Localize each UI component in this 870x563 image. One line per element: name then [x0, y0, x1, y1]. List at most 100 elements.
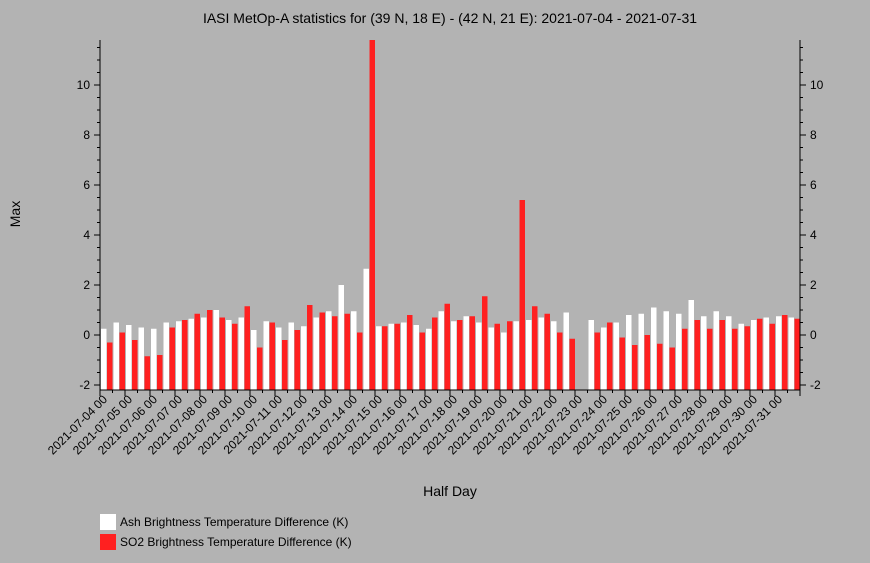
- ash-bar: [451, 321, 457, 390]
- so2-bar: [157, 355, 163, 390]
- ash-bar: [426, 328, 432, 390]
- ash-bar: [101, 328, 107, 390]
- so2-bar: [419, 332, 425, 390]
- ash-bar: [413, 325, 419, 390]
- ash-bar: [376, 326, 382, 390]
- so2-bar: [632, 345, 638, 390]
- so2-bar: [607, 322, 613, 390]
- ash-bar: [613, 322, 619, 390]
- so2-bar: [244, 306, 250, 390]
- so2-bar: [694, 320, 700, 390]
- so2-bar: [494, 323, 500, 390]
- ash-bar: [201, 317, 207, 390]
- so2-bar: [357, 332, 363, 390]
- so2-bar: [719, 320, 725, 390]
- so2-bar: [507, 321, 513, 390]
- ash-bar: [263, 321, 269, 390]
- so2-bar: [469, 316, 475, 390]
- so2-bar: [644, 335, 650, 390]
- so2-bar: [307, 305, 313, 390]
- so2-bar: [382, 326, 388, 390]
- y-tick-label-right: -2: [810, 378, 821, 392]
- ash-bar: [188, 318, 194, 390]
- ash-bar: [151, 328, 157, 390]
- legend-item-so2: SO2 Brightness Temperature Difference (K…: [100, 532, 352, 552]
- ash-bar: [601, 327, 607, 390]
- ash-bar: [401, 322, 407, 390]
- ash-bar: [676, 313, 682, 390]
- ash-bar: [438, 311, 444, 390]
- so2-bar: [744, 326, 750, 390]
- ash-bar: [476, 322, 482, 390]
- ash-bar: [251, 330, 257, 390]
- so2-bar: [169, 327, 175, 390]
- y-tick-label-right: 10: [810, 78, 824, 92]
- so2-bar: [132, 340, 138, 390]
- ash-bar: [463, 316, 469, 390]
- so2-bar: [669, 347, 675, 390]
- legend: Ash Brightness Temperature Difference (K…: [100, 512, 352, 552]
- legend-label-so2: SO2 Brightness Temperature Difference (K…: [120, 535, 352, 549]
- so2-bar: [532, 306, 538, 390]
- ash-bar: [338, 285, 344, 390]
- y-tick-label-right: 2: [810, 278, 817, 292]
- ash-bar: [713, 311, 719, 390]
- ash-bar: [526, 320, 532, 390]
- ash-bar: [276, 327, 282, 390]
- so2-bar: [682, 328, 688, 390]
- y-tick-label-left: 8: [83, 128, 90, 142]
- so2-bar: [119, 332, 125, 390]
- so2-bar: [394, 323, 400, 390]
- so2-bar: [207, 310, 213, 390]
- ash-bar: [663, 311, 669, 390]
- so2-bar: [269, 322, 275, 390]
- ash-bar: [126, 325, 132, 390]
- ash-bar: [651, 307, 657, 390]
- ash-bar: [238, 317, 244, 390]
- so2-bar: [107, 342, 113, 390]
- so2-bar: [619, 337, 625, 390]
- so2-bar: [782, 315, 788, 390]
- ash-bar: [226, 320, 232, 390]
- ash-bar: [163, 322, 169, 390]
- so2-bar: [444, 303, 450, 390]
- y-tick-label-left: -2: [79, 378, 90, 392]
- ash-bar: [113, 322, 119, 390]
- so2-bar: [482, 296, 488, 390]
- ash-bar: [788, 317, 794, 390]
- so2-bar: [294, 330, 300, 390]
- legend-item-ash: Ash Brightness Temperature Difference (K…: [100, 512, 352, 532]
- so2-bar: [557, 332, 563, 390]
- y-tick-label-right: 8: [810, 128, 817, 142]
- ash-bar: [213, 310, 219, 390]
- ash-bar: [326, 311, 332, 390]
- ash-bar: [763, 317, 769, 390]
- so2-bar: [457, 320, 463, 390]
- ash-bar: [288, 322, 294, 390]
- ash-bar: [626, 315, 632, 390]
- ash-bar: [351, 311, 357, 390]
- ash-bar: [726, 316, 732, 390]
- y-tick-label-left: 4: [83, 228, 90, 242]
- ash-bar: [588, 320, 594, 390]
- ash-bar: [751, 320, 757, 390]
- so2-bar: [707, 328, 713, 390]
- so2-bar: [232, 323, 238, 390]
- ash-bar: [363, 268, 369, 390]
- so2-bar: [594, 332, 600, 390]
- so2-bar: [344, 313, 350, 390]
- ash-bar: [638, 313, 644, 390]
- so2-bar: [257, 347, 263, 390]
- ash-bar: [738, 323, 744, 390]
- ash-bar: [551, 321, 557, 390]
- ash-bar: [513, 321, 519, 390]
- so2-bar: [544, 313, 550, 390]
- ash-bar: [138, 327, 144, 390]
- y-tick-label-right: 6: [810, 178, 817, 192]
- so2-bar: [282, 340, 288, 390]
- legend-swatch-so2: [100, 534, 116, 550]
- ash-bar: [688, 300, 694, 390]
- so2-bar: [732, 328, 738, 390]
